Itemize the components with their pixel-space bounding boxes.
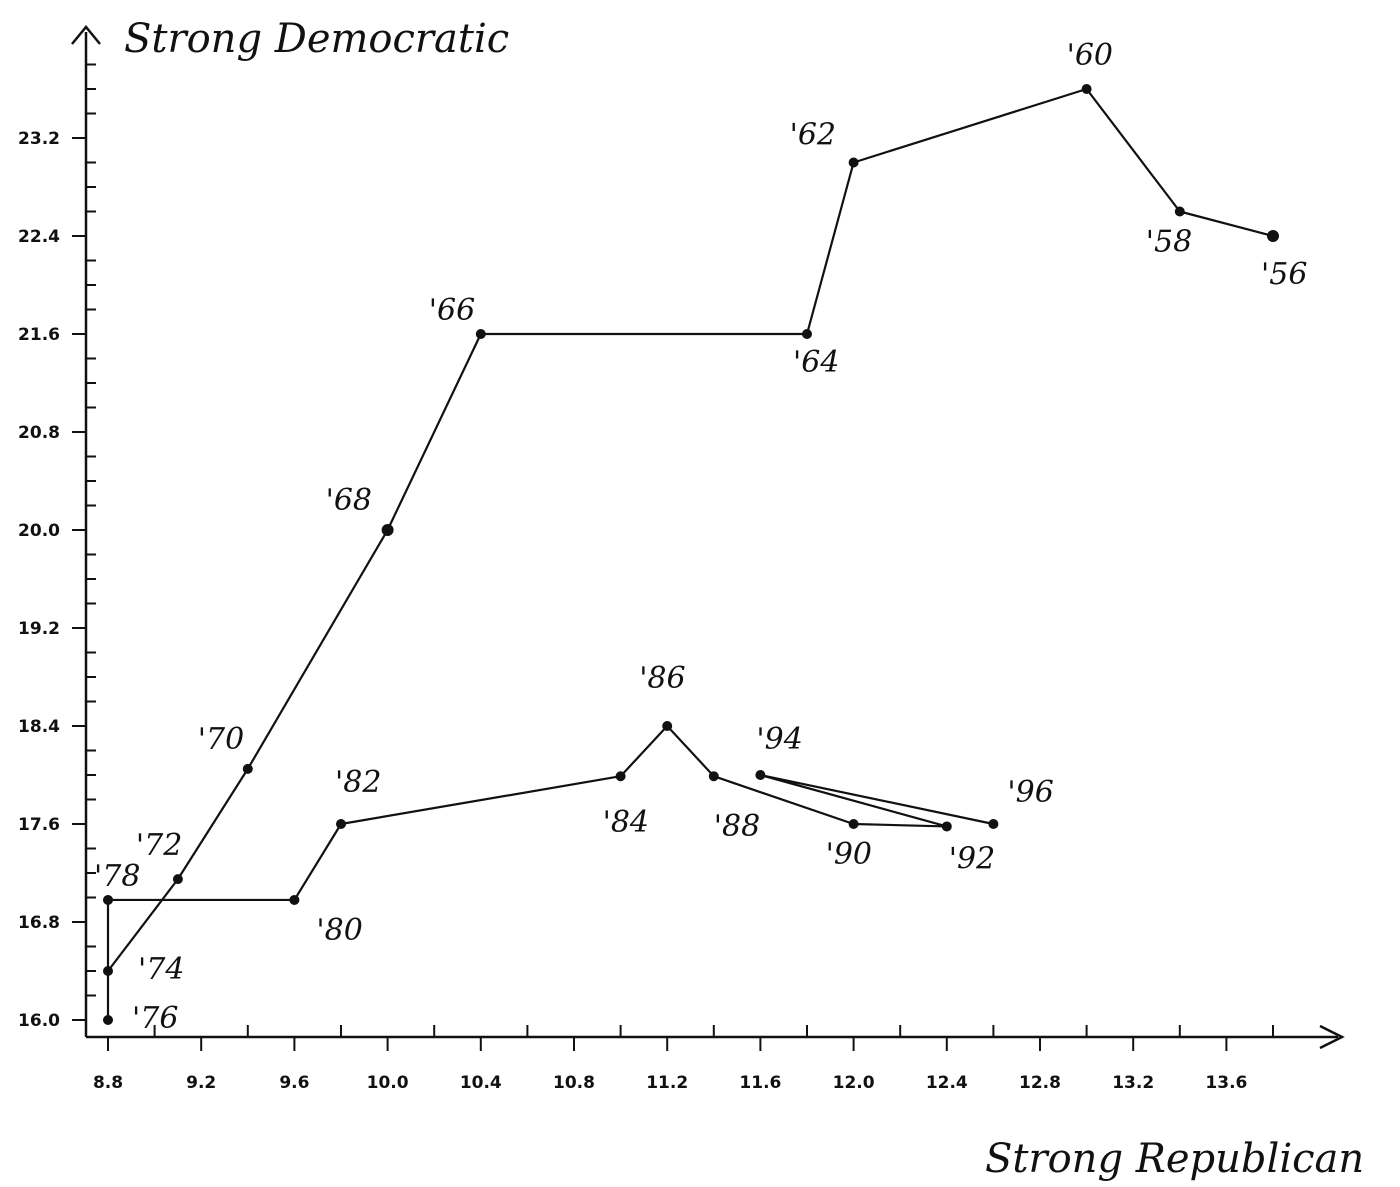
point-label: '58 (1146, 225, 1192, 260)
data-point (1081, 84, 1092, 94)
y-tick-label: 20.8 (18, 423, 60, 443)
y-tick-label: 16.0 (18, 1011, 60, 1031)
data-point (615, 771, 626, 782)
point-label: '62 (790, 118, 836, 153)
data-point (988, 819, 999, 829)
y-tick-label: 20.0 (18, 521, 60, 541)
y-tick-label: 22.4 (18, 227, 60, 247)
x-tick-label: 13.2 (1112, 1073, 1154, 1093)
point-label: '76 (132, 1001, 178, 1036)
y-axis-title: Strong Democratic (124, 16, 509, 62)
y-tick-label: 23.2 (18, 129, 60, 149)
data-point (172, 874, 183, 885)
data-point (1174, 206, 1185, 217)
point-label: '64 (793, 345, 839, 380)
point-label: '92 (949, 841, 995, 876)
point-label: '94 (756, 722, 802, 757)
data-point (289, 894, 300, 905)
x-axis-arrowhead (1319, 1024, 1345, 1050)
series-lines (106, 87, 1274, 1022)
y-tick-label: 21.6 (18, 325, 60, 345)
y-tick-label: 17.6 (18, 815, 60, 835)
point-label: '72 (136, 828, 182, 863)
point-label: '78 (94, 859, 140, 894)
y-axis-arrowhead (71, 25, 101, 45)
x-axis-title: Strong Republican (985, 1136, 1364, 1182)
y-tick-group: 16.0 16.8 17.6 18.4 19.2 20.0 20.8 21.6 22.4 23.2 (18, 63, 96, 1031)
x-tick-label: 13.6 (1205, 1073, 1247, 1093)
point-label: '56 (1261, 257, 1307, 292)
data-point (802, 329, 812, 339)
data-point (475, 329, 486, 339)
data-point (103, 966, 113, 976)
y-tick-label: 16.8 (18, 913, 60, 933)
y-tick-label: 19.2 (18, 619, 60, 639)
data-point (755, 770, 766, 780)
point-label: '88 (714, 809, 760, 844)
x-tick-label: 12.8 (1019, 1073, 1061, 1093)
x-tick-label: 11.2 (646, 1073, 688, 1093)
point-label: '84 (603, 805, 649, 840)
x-tick-label: 9.6 (279, 1073, 309, 1093)
data-point (662, 721, 673, 731)
data-point (1267, 230, 1279, 242)
point-label: '66 (429, 293, 475, 328)
data-point (242, 763, 253, 774)
point-label: '80 (316, 913, 362, 948)
data-point (941, 821, 952, 832)
data-point (103, 894, 113, 905)
data-point (848, 157, 859, 168)
point-label: '86 (639, 661, 685, 696)
data-point (381, 524, 394, 536)
x-tick-label: 10.4 (460, 1073, 502, 1093)
point-label: '60 (1067, 38, 1113, 73)
x-tick-group: 8.8 9.2 9.6 10.0 10.4 10.8 11.2 11.6 12.0 12.4 12.… (93, 1025, 1274, 1093)
data-point (708, 771, 719, 782)
x-tick-label: 8.8 (93, 1073, 123, 1093)
series-line (106, 87, 1274, 1022)
data-point (336, 819, 346, 829)
data-point (103, 1015, 113, 1025)
data-point (848, 819, 859, 829)
point-label: '82 (335, 765, 381, 800)
x-tick-label: 11.6 (739, 1073, 781, 1093)
x-tick-label: 10.0 (367, 1073, 409, 1093)
point-label: '96 (1007, 775, 1053, 810)
point-label: '70 (198, 722, 244, 757)
y-tick-label: 18.4 (18, 717, 60, 737)
point-label: '74 (138, 952, 184, 987)
x-tick-label: 12.4 (926, 1073, 968, 1093)
x-tick-label: 9.2 (186, 1073, 216, 1093)
x-tick-label: 10.8 (553, 1073, 595, 1093)
point-label: '68 (326, 483, 372, 518)
point-labels: '56 '58 '60 '62 '64 '66 '68 '70 '72 '74 '76 '78 '80 '… (94, 38, 1307, 1036)
x-tick-label: 12.0 (833, 1073, 875, 1093)
series-points (103, 84, 1279, 1025)
point-label: '90 (826, 837, 872, 872)
